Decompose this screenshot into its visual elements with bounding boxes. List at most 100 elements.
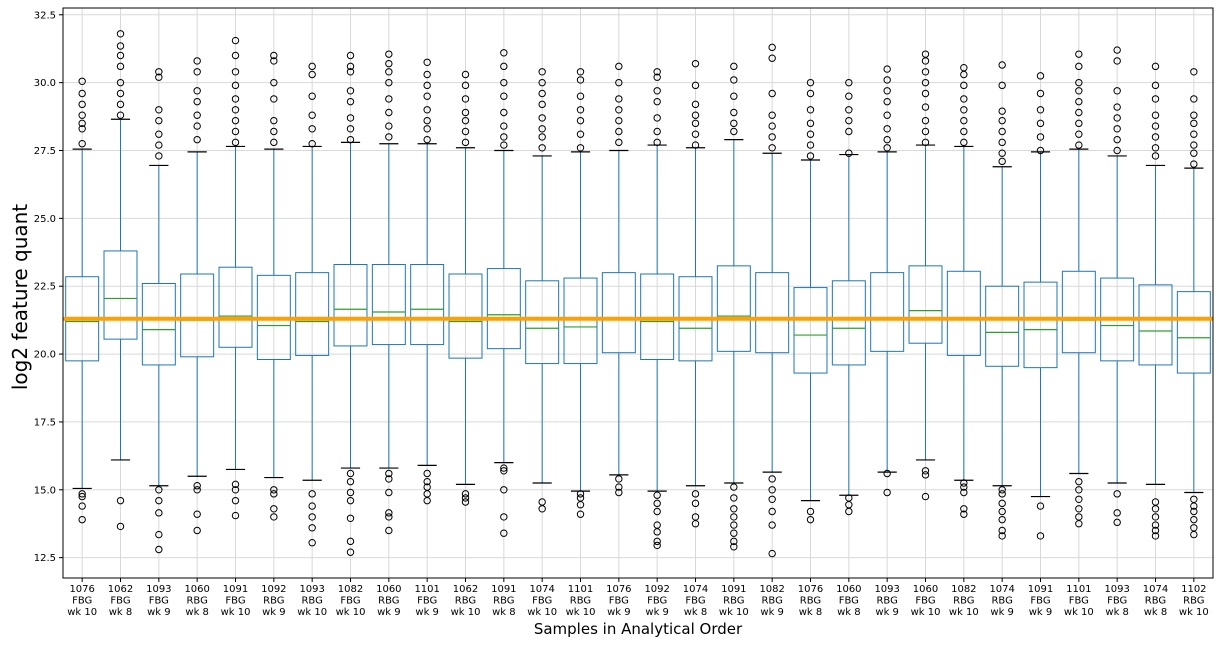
y-tick-label: 15.0: [34, 485, 56, 496]
x-tick-label: 1060 RBG wk 8: [184, 584, 209, 618]
x-tick-label-line: wk 8: [1105, 607, 1129, 618]
outlier-point: [998, 490, 1006, 498]
outlier-point: [1113, 103, 1121, 111]
outlier-point: [1036, 146, 1045, 155]
x-tick-label-line: RBG: [953, 596, 974, 607]
outlier-point: [730, 108, 738, 117]
outlier-point: [1075, 78, 1083, 87]
outlier-point: [576, 144, 585, 152]
outlier-point: [461, 498, 470, 506]
outlier-point: [1190, 141, 1198, 149]
box: [563, 277, 598, 365]
x-tick-label-line: 1074: [683, 584, 708, 595]
outlier-point: [231, 51, 240, 60]
y-tick-label: 30.0: [34, 78, 56, 89]
x-tick-label-line: FBG: [839, 596, 859, 607]
outlier-point: [576, 106, 585, 114]
outlier-point: [1113, 135, 1121, 144]
outlier-point: [116, 51, 125, 60]
outlier-point: [845, 127, 853, 136]
x-tick-label-line: 1082: [951, 584, 976, 595]
outlier-point: [960, 479, 968, 487]
outlier-point: [346, 469, 355, 478]
outlier-point: [653, 491, 661, 499]
x-tick-label-line: FBG: [647, 596, 667, 607]
box: [103, 250, 138, 340]
box: [295, 272, 330, 356]
outlier-point: [998, 157, 1006, 166]
x-tick-label: 1062 RBG wk 10: [451, 584, 481, 618]
outlier-point: [615, 95, 623, 103]
box: [985, 285, 1020, 367]
x-tick-label-line: wk 10: [451, 607, 481, 618]
outlier-point: [921, 116, 930, 125]
outlier-point: [960, 64, 968, 72]
x-tick-label-line: RBG: [263, 596, 284, 607]
box-plot-item: [180, 57, 215, 535]
x-tick-label-line: wk 9: [415, 607, 439, 618]
x-tick-label-line: 1102: [1181, 584, 1206, 595]
outlier-point: [1036, 106, 1045, 114]
x-tick-label-line: RBG: [876, 596, 897, 607]
outlier-point: [461, 95, 470, 103]
outlier-point: [1036, 502, 1045, 510]
outlier-point: [921, 492, 930, 501]
outlier-point: [1075, 130, 1083, 138]
outlier-point: [193, 97, 201, 106]
box: [486, 268, 521, 350]
x-tick-label-line: 1101: [568, 584, 593, 595]
outlier-point: [1075, 97, 1083, 106]
x-tick-label-line: RBG: [493, 596, 514, 607]
x-tick-label: 1093 RBG wk 9: [874, 584, 899, 618]
outlier-point: [193, 87, 201, 95]
outlier-point: [270, 95, 278, 103]
box: [218, 266, 253, 348]
outlier-point: [270, 127, 278, 136]
outlier-point: [461, 490, 470, 498]
outlier-point: [1190, 507, 1198, 516]
outlier-point: [78, 125, 86, 133]
box-plot-item: [831, 78, 866, 516]
outlier-point: [1113, 146, 1121, 155]
outlier-point: [385, 78, 393, 87]
outlier-point: [78, 77, 86, 85]
x-tick-label-line: 1062: [108, 584, 133, 595]
outlier-point: [1113, 57, 1121, 65]
x-tick-label: 1091 FBG wk 9: [1028, 584, 1053, 618]
box-plot-item: [525, 68, 560, 513]
outlier-point: [1113, 46, 1121, 54]
outlier-point: [1151, 521, 1160, 529]
x-tick-label-line: FBG: [609, 596, 629, 607]
outlier-point: [385, 122, 393, 130]
outlier-point: [385, 469, 393, 478]
y-tick-label: 12.5: [34, 553, 56, 564]
box-plot-item: [103, 30, 138, 531]
outlier-point: [538, 68, 546, 76]
outlier-point: [155, 496, 163, 505]
outlier-point: [960, 116, 968, 125]
outlier-point: [423, 135, 431, 144]
outlier-point: [768, 111, 776, 119]
outlier-point: [155, 116, 163, 125]
box-plot-item: [908, 50, 943, 501]
x-tick-label-line: wk 8: [185, 607, 209, 618]
outlier-point: [883, 135, 891, 144]
outlier-point: [730, 505, 738, 513]
x-tick-label-line: FBG: [340, 596, 360, 607]
outlier-point: [155, 152, 163, 160]
outlier-point: [155, 530, 163, 539]
outlier-point: [461, 108, 470, 117]
outlier-point: [1113, 87, 1121, 95]
x-tick-label: 1101 FBG wk 10: [1064, 584, 1094, 618]
x-tick-label: 1101 FBG wk 9: [414, 584, 439, 618]
outlier-point: [231, 480, 240, 489]
box-plot-item: [793, 78, 828, 524]
box-plot-item: [295, 62, 330, 547]
outlier-point: [1075, 477, 1083, 486]
plot-frame: [62, 7, 1214, 579]
outlier-point: [461, 70, 470, 79]
outlier-point: [193, 122, 201, 130]
outlier-point: [308, 125, 316, 133]
